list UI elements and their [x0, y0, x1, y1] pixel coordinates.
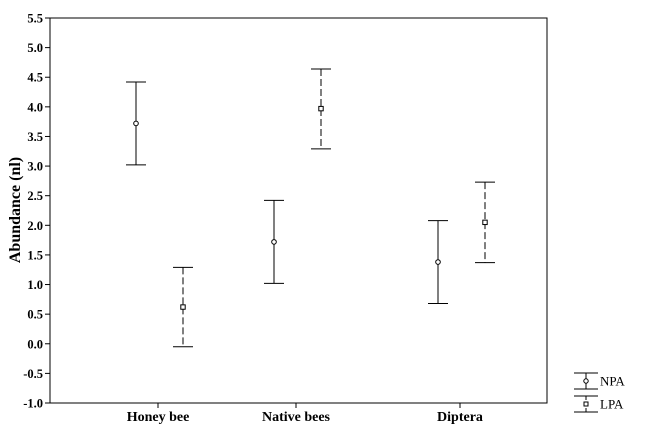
y-tick-label: 0.5	[27, 308, 43, 322]
y-tick-label: 1.5	[27, 248, 43, 262]
mean-point	[180, 304, 186, 310]
error-bar-npa	[428, 220, 448, 304]
y-axis-title: Abundance (nl)	[7, 157, 24, 263]
error-bar-lpa	[311, 68, 331, 150]
y-tick-label: 3.0	[27, 160, 43, 174]
x-category-label: Honey bee	[127, 410, 190, 425]
legend-item-npa: NPA	[574, 372, 625, 390]
y-tick-label: 2.0	[27, 219, 43, 233]
y-tick-label: 4.5	[27, 71, 43, 85]
y-tick-label: -0.5	[23, 367, 43, 381]
data-marks	[126, 68, 495, 348]
legend-marker	[583, 378, 589, 384]
error-bar-npa	[126, 81, 146, 166]
legend-label: NPA	[600, 374, 625, 389]
mean-point	[133, 120, 139, 127]
mean-point	[318, 105, 324, 112]
legend-label: LPA	[600, 397, 624, 412]
y-tick-label: 5.0	[27, 41, 43, 55]
y-tick-label: 5.5	[27, 12, 43, 26]
y-axis: -1.0 -0.5 0.0 0.5 1.0 1.5 2.0 2.5 3.0 3.5 4.0 4.5 5.…	[23, 12, 50, 411]
y-tick-label: 3.5	[27, 130, 43, 144]
x-category-label: Native bees	[262, 410, 331, 425]
legend-item-lpa: LPA	[574, 395, 624, 413]
mean-point	[435, 259, 441, 265]
mean-point	[482, 219, 488, 226]
y-tick-label: 4.0	[27, 100, 43, 114]
mean-point	[271, 239, 277, 245]
legend: NPA LPA	[574, 372, 625, 413]
y-tick-label: 1.0	[27, 278, 43, 292]
error-bar-lpa	[173, 266, 193, 348]
error-bar-lpa	[475, 181, 495, 264]
x-category-label: Diptera	[437, 410, 483, 425]
y-tick-label: 0.0	[27, 337, 43, 351]
plot-frame	[49, 17, 548, 404]
y-tick-label: 2.5	[27, 189, 43, 203]
x-axis: Honey bee Native bees Diptera	[127, 403, 483, 425]
legend-marker	[583, 401, 589, 407]
y-tick-label: -1.0	[23, 397, 43, 411]
error-bar-npa	[264, 199, 284, 284]
